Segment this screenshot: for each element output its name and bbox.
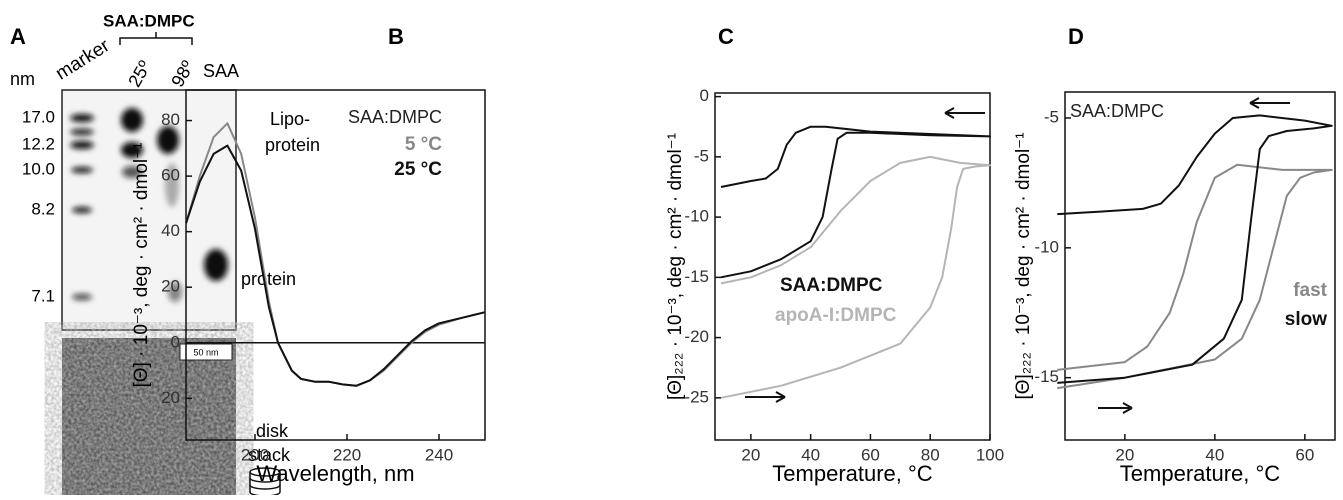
- plot-frame: [185, 89, 486, 441]
- y-tick-label: -5: [694, 146, 709, 165]
- x-tick-label: 20: [741, 445, 760, 464]
- ladder-label: 10.0: [22, 159, 55, 178]
- group-label: SAA:DMPC: [103, 11, 195, 30]
- legend-entry: apoA-I:DMPC: [775, 305, 897, 326]
- y-tick-label: 0: [171, 332, 180, 351]
- x-axis-label: Wavelength, nm: [256, 461, 414, 486]
- legend-entry: fast: [1293, 280, 1327, 301]
- band-label: Lipo-: [270, 109, 310, 129]
- lane-label: 98º: [167, 57, 198, 90]
- data-line: [185, 144, 486, 387]
- x-tick-label: 20: [1115, 445, 1134, 464]
- legend-entry: SAA:DMPC: [780, 275, 883, 296]
- x-tick-label: 40: [1205, 445, 1224, 464]
- plot-frame: [1064, 91, 1336, 441]
- ladder-label: 17.0: [22, 107, 55, 126]
- y-tick-label: -15: [684, 267, 709, 286]
- data-line: [720, 155, 991, 399]
- arrow-head: [1249, 97, 1260, 109]
- ladder-label: 7.1: [31, 286, 55, 305]
- y-tick-label: -15: [1034, 367, 1059, 386]
- lane-label: 25º: [124, 57, 155, 90]
- panel-letter: A: [10, 24, 26, 49]
- x-tick-label: 60: [861, 445, 880, 464]
- y-tick-label: 80: [161, 110, 180, 129]
- panel-letter: D: [1068, 24, 1084, 49]
- legend-entry: 5 °C: [405, 134, 442, 155]
- y-tick-label: 0: [700, 86, 709, 105]
- legend-entry: slow: [1285, 309, 1327, 330]
- y-tick-label: -10: [684, 207, 709, 226]
- panel-letter: B: [388, 24, 404, 49]
- y-tick-label: -5: [1044, 107, 1059, 126]
- y-tick-label: -25: [684, 387, 709, 406]
- plot-frame: [714, 92, 991, 441]
- scale-label: 50 nm: [193, 347, 218, 357]
- y-axis-label: [Θ]₂₂₂ · 10⁻³, deg · cm² · dmol⁻¹: [665, 133, 686, 400]
- ladder-label: 12.2: [22, 134, 55, 153]
- scale-box: [179, 343, 233, 361]
- band-label: protein: [265, 135, 320, 155]
- x-tick-label: 100: [976, 445, 1004, 464]
- data-line: [720, 125, 991, 279]
- x-axis-label: Temperature, °C: [772, 461, 933, 486]
- y-tick-label: 40: [161, 221, 180, 240]
- tem-texture: [62, 338, 236, 495]
- y-tick-label: 20: [161, 388, 180, 407]
- data-line: [1057, 114, 1333, 384]
- x-tick-label: 200: [241, 445, 269, 464]
- icon-label: disk: [256, 421, 289, 441]
- x-tick-label: 240: [425, 445, 453, 464]
- annotation: SAA:DMPC: [1070, 101, 1164, 121]
- x-tick-label: 220: [333, 445, 361, 464]
- lane-label: SAA: [203, 61, 239, 81]
- y-tick-label: -10: [1034, 237, 1059, 256]
- annotation: SAA:DMPC: [348, 107, 442, 127]
- y-tick-label: -20: [684, 327, 709, 346]
- ladder-label: 8.2: [31, 199, 55, 218]
- y-tick-label: 60: [161, 166, 180, 185]
- x-tick-label: 80: [921, 445, 940, 464]
- legend-entry: 25 °C: [394, 159, 442, 180]
- arrow-head: [1122, 402, 1133, 414]
- y-axis-label: [Θ] · 10⁻³, deg · cm² · dmol⁻¹: [131, 143, 152, 388]
- x-axis-label: Temperature, °C: [1120, 461, 1281, 486]
- data-line: [1057, 163, 1333, 390]
- unit-label: nm: [10, 69, 35, 89]
- gel-bands: [70, 108, 228, 302]
- icon-label: stack: [248, 445, 291, 465]
- y-axis-label: [Θ]₂₂₂ · 10⁻³, deg · cm² · dmol⁻¹: [1013, 132, 1034, 399]
- band-label: protein: [241, 269, 296, 289]
- x-tick-label: 60: [1295, 445, 1314, 464]
- panel-letter: C: [718, 24, 734, 49]
- bracket: [119, 32, 193, 45]
- arrow-head: [775, 391, 786, 403]
- x-tick-label: 40: [801, 445, 820, 464]
- y-tick-label: 20: [161, 277, 180, 296]
- lane-label: marker: [52, 35, 114, 84]
- arrow-head: [944, 107, 955, 119]
